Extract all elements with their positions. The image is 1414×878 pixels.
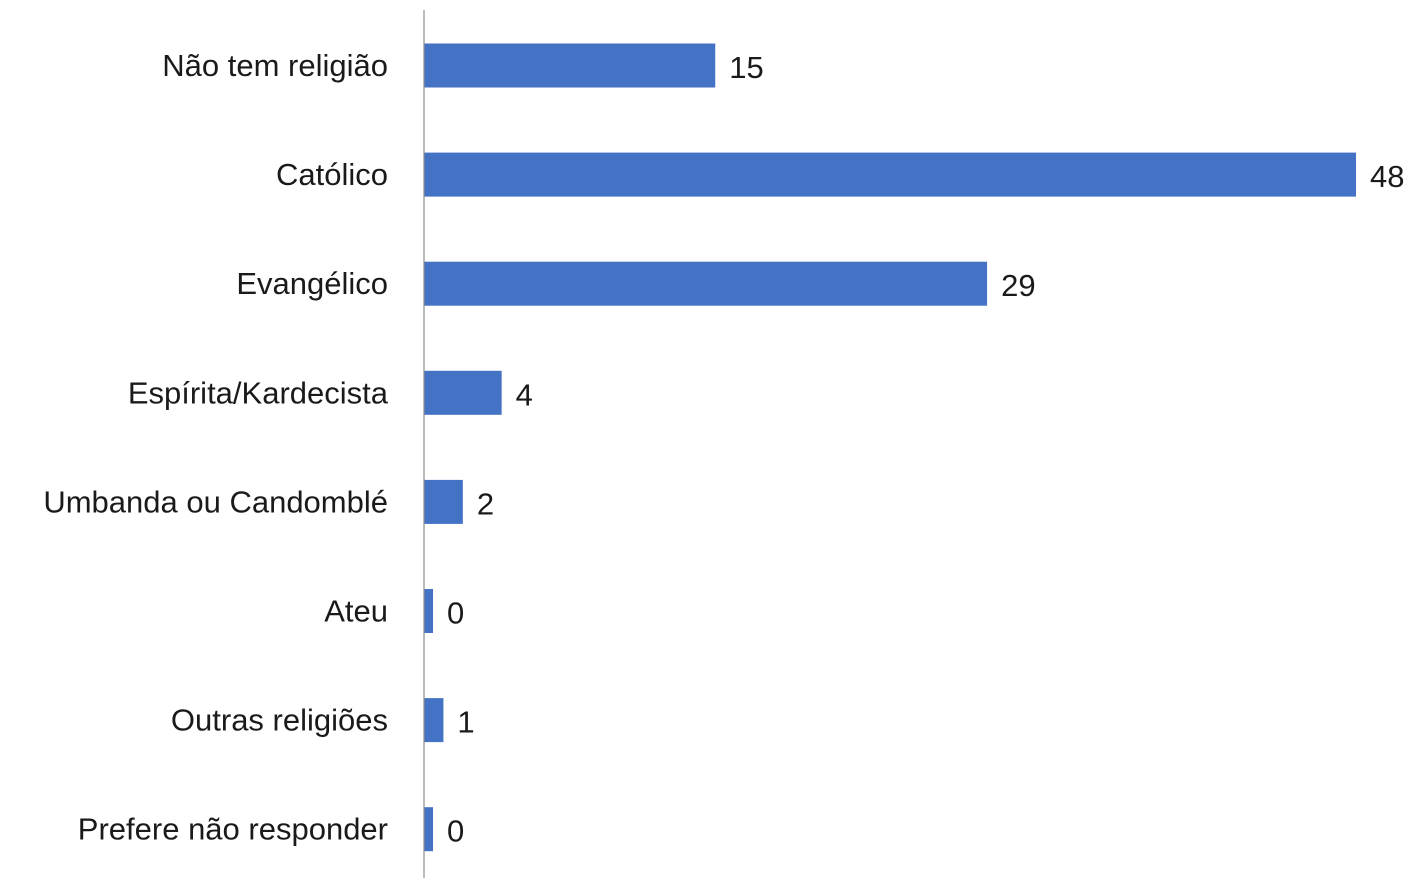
bars-group [424,43,1356,852]
category-label: Umbanda ou Candomblé [43,484,388,519]
category-label: Evangélico [236,266,388,301]
category-label: Católico [276,157,388,192]
bar-4 [424,479,463,524]
category-label: Outras religiões [171,703,388,738]
bar-2 [424,261,988,306]
value-label: 0 [447,596,464,631]
category-labels-group: Não tem religião Católico Evangélico Espíri… [43,48,388,847]
category-label: Não tem religião [162,48,388,83]
value-label: 15 [729,50,763,85]
category-label: Prefere não responder [78,812,388,847]
bar-7 [424,807,433,852]
value-label: 29 [1001,268,1035,303]
bar-0 [424,43,716,88]
bar-3 [424,370,502,415]
category-label: Espírita/Kardecista [128,375,389,410]
bar-6 [424,698,444,743]
value-labels-group: 15 48 29 4 2 0 1 0 [447,50,1404,849]
bar-1 [424,152,1356,197]
value-label: 4 [516,377,533,412]
category-label: Ateu [324,594,388,629]
value-label: 48 [1370,159,1404,194]
value-label: 2 [477,486,494,521]
value-label: 1 [457,705,474,740]
value-label: 0 [447,814,464,849]
bar-5 [424,589,433,633]
